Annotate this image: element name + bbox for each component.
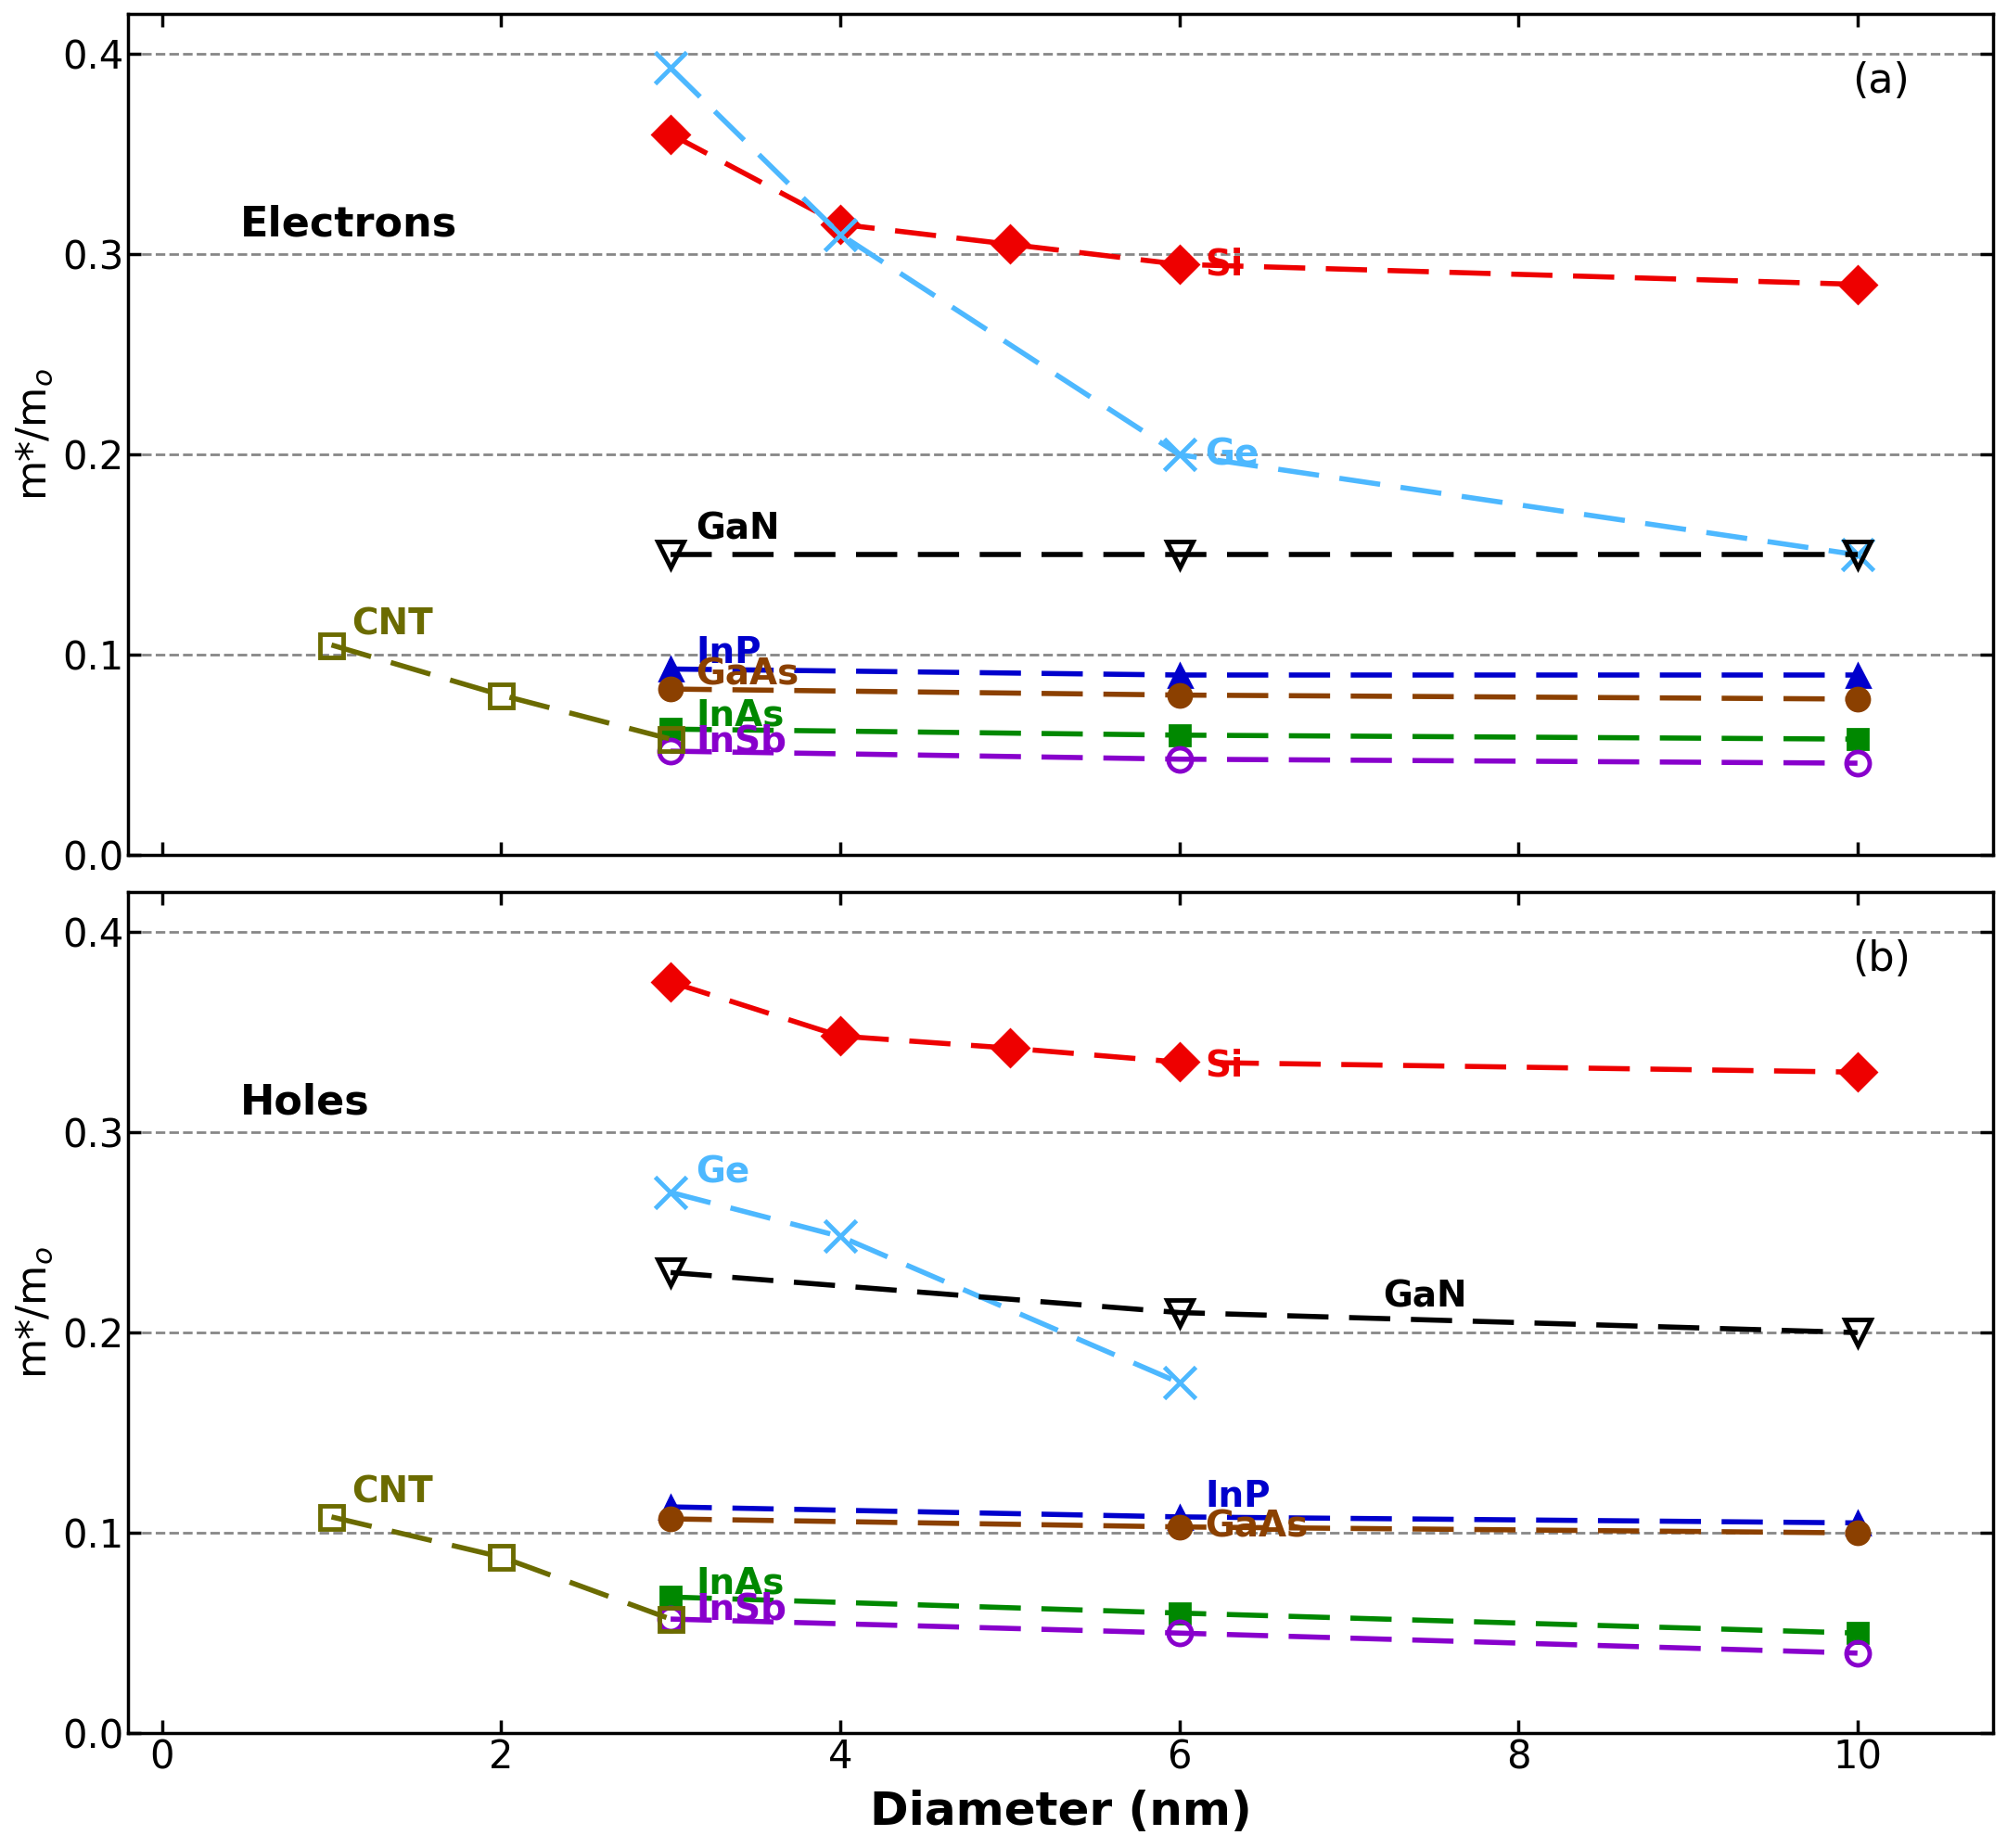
Text: GaN: GaN [1383,1279,1467,1314]
Text: InP: InP [1204,1478,1270,1515]
Text: Electrons: Electrons [241,205,458,244]
Text: GaAs: GaAs [1204,1510,1309,1545]
Text: (b): (b) [1852,939,1911,979]
Text: InP: InP [696,636,761,671]
Text: InSb: InSb [696,1591,787,1626]
Y-axis label: m*/m$_o$: m*/m$_o$ [14,1246,54,1379]
X-axis label: Diameter (nm): Diameter (nm) [869,1789,1252,1833]
Text: (a): (a) [1852,61,1911,102]
Text: CNT: CNT [351,608,434,643]
Text: Ge: Ge [696,1155,751,1190]
Y-axis label: m*/m$_o$: m*/m$_o$ [14,368,54,501]
Text: CNT: CNT [351,1475,434,1510]
Text: GaAs: GaAs [696,658,799,693]
Text: Holes: Holes [241,1083,369,1122]
Text: Si: Si [1204,1048,1242,1083]
Text: InAs: InAs [696,1565,785,1600]
Text: InSb: InSb [696,724,787,760]
Text: Ge: Ge [1204,436,1258,473]
Text: GaN: GaN [696,512,781,547]
Text: Si: Si [1204,248,1242,283]
Text: InAs: InAs [696,697,785,732]
